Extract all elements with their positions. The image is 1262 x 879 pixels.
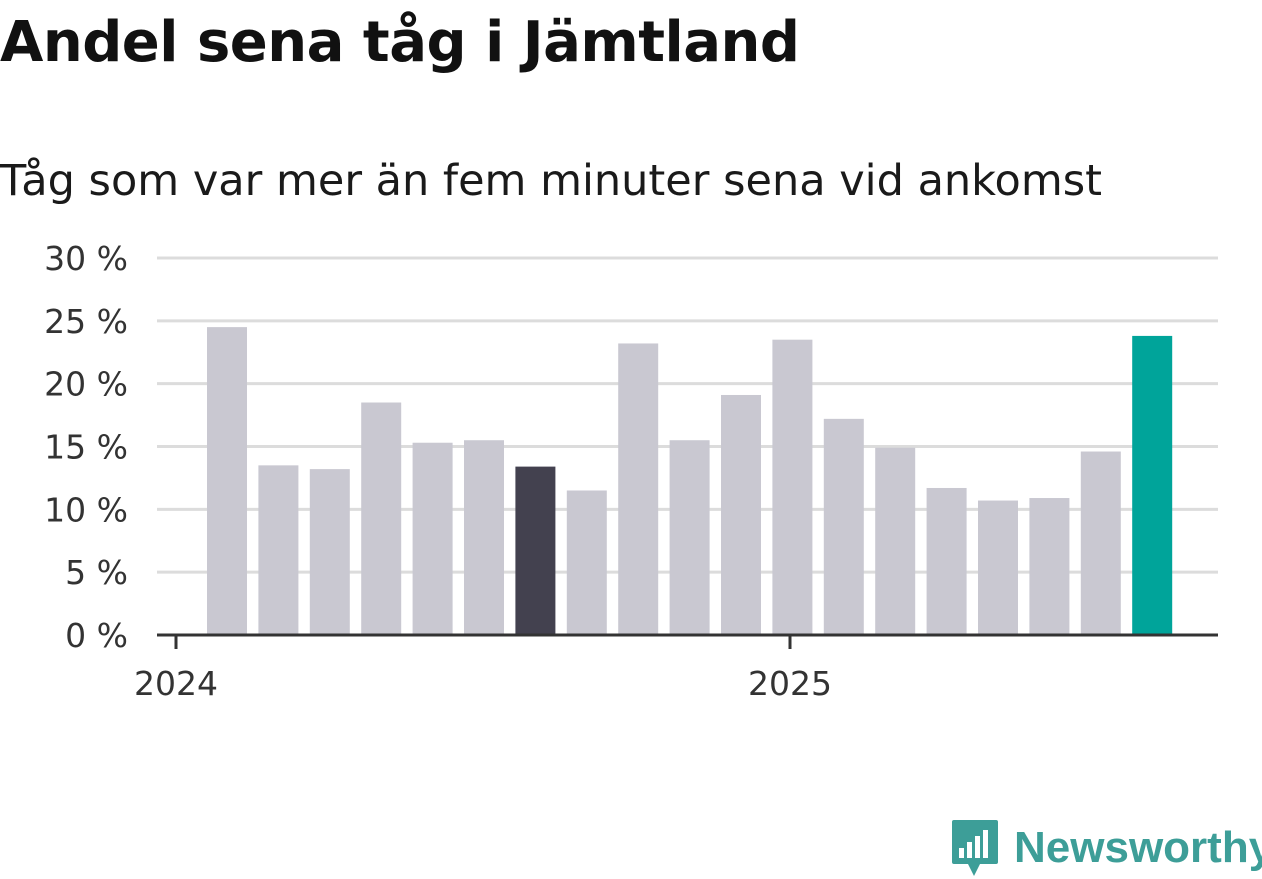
bars bbox=[207, 327, 1173, 635]
x-tick-label: 2025 bbox=[748, 664, 832, 703]
x-axis: 2024 2025 bbox=[134, 633, 1218, 703]
bar-2024-04 bbox=[361, 402, 402, 635]
x-tick-label: 2024 bbox=[134, 664, 218, 703]
newsworthy-logo-icon bbox=[952, 820, 998, 876]
y-tick-label: 5 % bbox=[65, 553, 128, 592]
bar-2024-07 bbox=[515, 466, 556, 635]
bar-2024-11 bbox=[721, 394, 761, 635]
bar-2024-06 bbox=[464, 440, 504, 635]
y-tick-label: 25 % bbox=[44, 302, 128, 341]
bar-2024-08 bbox=[566, 490, 607, 635]
y-tick-label: 15 % bbox=[44, 428, 128, 467]
y-axis-ticks: 0 % 5 % 10 % 15 % 20 % 25 % 30 % bbox=[44, 239, 128, 655]
brand-name: Newsworthy bbox=[1014, 823, 1262, 872]
bar-2025-07 bbox=[1132, 335, 1173, 635]
brand-logo: Newsworthy bbox=[950, 818, 1262, 878]
y-tick-label: 30 % bbox=[44, 239, 128, 278]
bar-2024-09 bbox=[618, 343, 659, 635]
bar-2024-03 bbox=[309, 469, 350, 635]
bar-2024-05 bbox=[412, 442, 453, 635]
bar-2024-02 bbox=[258, 465, 299, 635]
y-tick-label: 10 % bbox=[44, 490, 128, 529]
bar-chart: 0 % 5 % 10 % 15 % 20 % 25 % 30 % 2024 2025 bbox=[44, 239, 1218, 703]
bar-2025-04 bbox=[978, 500, 1018, 635]
bar-2025-02 bbox=[875, 447, 916, 635]
bar-2024-01 bbox=[207, 327, 247, 635]
bar-2024-12 bbox=[772, 339, 813, 635]
bar-2025-03 bbox=[926, 487, 967, 635]
y-tick-label: 0 % bbox=[65, 616, 128, 655]
chart-title: Andel sena tåg i Jämtland bbox=[0, 10, 800, 75]
bar-2024-10 bbox=[669, 440, 710, 635]
bar-2025-06 bbox=[1080, 451, 1121, 635]
y-tick-label: 20 % bbox=[44, 365, 128, 404]
chart-subtitle: Tåg som var mer än fem minuter sena vid … bbox=[0, 156, 1103, 206]
bar-2025-01 bbox=[823, 418, 864, 635]
bar-2025-05 bbox=[1029, 498, 1070, 635]
